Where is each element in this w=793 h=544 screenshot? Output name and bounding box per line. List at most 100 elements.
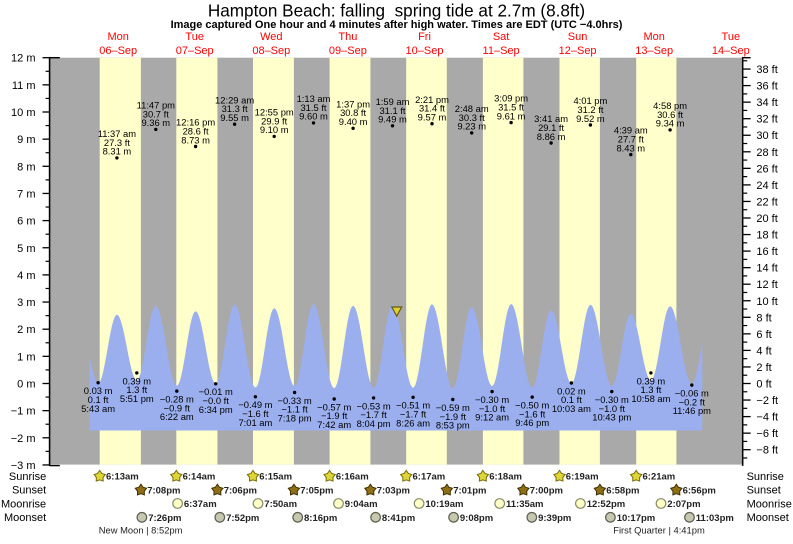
svg-text:30.8 ft: 30.8 ft — [340, 107, 366, 118]
svg-text:Mon: Mon — [107, 31, 128, 43]
svg-text:6:58pm: 6:58pm — [606, 485, 639, 496]
svg-text:7:50am: 7:50am — [264, 499, 297, 510]
svg-text:27.7 ft: 27.7 ft — [618, 134, 644, 145]
svg-text:−4 ft: −4 ft — [756, 412, 778, 424]
svg-text:8:41pm: 8:41pm — [382, 513, 415, 524]
svg-text:8.73 m: 8.73 m — [181, 134, 210, 145]
svg-text:9.55 m: 9.55 m — [220, 112, 249, 123]
svg-text:−0.49 m: −0.49 m — [238, 399, 272, 410]
svg-text:2:07pm: 2:07pm — [667, 499, 700, 510]
svg-text:30.3 ft: 30.3 ft — [459, 112, 485, 123]
svg-text:7:06pm: 7:06pm — [224, 485, 257, 496]
svg-text:30 ft: 30 ft — [756, 130, 777, 142]
svg-text:5:51 pm: 5:51 pm — [120, 393, 154, 404]
svg-text:32 ft: 32 ft — [756, 114, 777, 126]
svg-text:7:26pm: 7:26pm — [148, 513, 181, 524]
svg-text:Fri: Fri — [418, 31, 431, 43]
svg-text:10:17pm: 10:17pm — [617, 513, 656, 524]
svg-text:7:01pm: 7:01pm — [453, 485, 486, 496]
svg-text:29.1 ft: 29.1 ft — [538, 122, 564, 133]
svg-text:4:01 pm: 4:01 pm — [573, 95, 607, 106]
svg-text:11:47 pm: 11:47 pm — [137, 100, 176, 111]
svg-text:−0.50 m: −0.50 m — [515, 400, 549, 411]
svg-text:7:08pm: 7:08pm — [147, 485, 180, 496]
svg-text:Moonrise: Moonrise — [1, 498, 46, 510]
svg-text:3 m: 3 m — [17, 297, 35, 309]
svg-text:07–Sep: 07–Sep — [176, 45, 214, 57]
svg-text:12:52pm: 12:52pm — [587, 499, 626, 510]
svg-text:2 ft: 2 ft — [756, 362, 771, 374]
svg-text:8.43 m: 8.43 m — [616, 142, 645, 153]
svg-text:20 ft: 20 ft — [756, 213, 777, 225]
svg-text:Sunset: Sunset — [747, 485, 781, 497]
svg-text:Moonset: Moonset — [747, 512, 789, 524]
svg-text:22 ft: 22 ft — [756, 196, 777, 208]
svg-text:6 m: 6 m — [17, 216, 35, 228]
svg-text:8.31 m: 8.31 m — [103, 146, 132, 157]
svg-text:7 m: 7 m — [17, 189, 35, 201]
svg-text:−1 m: −1 m — [11, 406, 36, 418]
svg-text:6:17am: 6:17am — [413, 472, 446, 483]
svg-text:18 ft: 18 ft — [756, 230, 777, 242]
svg-text:1.3 ft: 1.3 ft — [640, 384, 661, 395]
svg-text:12:55 pm: 12:55 pm — [255, 107, 294, 118]
svg-text:4:58 pm: 4:58 pm — [653, 100, 687, 111]
svg-text:1:59 am: 1:59 am — [376, 96, 410, 107]
svg-text:0.02 m: 0.02 m — [557, 385, 586, 396]
svg-text:8:04 pm: 8:04 pm — [357, 418, 391, 429]
svg-text:−1.1 ft: −1.1 ft — [281, 404, 308, 415]
svg-text:27.3 ft: 27.3 ft — [104, 137, 130, 148]
svg-text:−0.9 ft: −0.9 ft — [164, 402, 191, 413]
svg-text:−1.6 ft: −1.6 ft — [519, 408, 546, 419]
svg-text:−3 m: −3 m — [11, 460, 36, 472]
svg-text:10:03 am: 10:03 am — [552, 403, 591, 414]
svg-text:10–Sep: 10–Sep — [406, 45, 444, 57]
svg-text:08–Sep: 08–Sep — [252, 45, 290, 57]
svg-text:New Moon | 8:52pm: New Moon | 8:52pm — [99, 525, 183, 536]
svg-text:10:58 am: 10:58 am — [631, 393, 670, 404]
svg-text:6:19am: 6:19am — [566, 472, 599, 483]
svg-text:7:52pm: 7:52pm — [226, 513, 259, 524]
svg-text:−2 ft: −2 ft — [756, 395, 778, 407]
svg-text:8 ft: 8 ft — [756, 312, 771, 324]
svg-text:Hampton Beach: falling spring: Hampton Beach: falling spring tide at 2.… — [208, 1, 585, 21]
svg-text:6:22 am: 6:22 am — [160, 411, 194, 422]
svg-text:1.3 ft: 1.3 ft — [126, 384, 147, 395]
svg-text:24 ft: 24 ft — [756, 180, 777, 192]
svg-text:34 ft: 34 ft — [756, 97, 777, 109]
svg-text:−1.9 ft: −1.9 ft — [440, 411, 467, 422]
svg-text:26 ft: 26 ft — [756, 163, 777, 175]
svg-text:11:46 pm: 11:46 pm — [673, 405, 712, 416]
svg-text:−0.33 m: −0.33 m — [278, 395, 312, 406]
svg-text:12:29 am: 12:29 am — [215, 94, 254, 105]
svg-text:16 ft: 16 ft — [756, 246, 777, 258]
svg-text:10:43 pm: 10:43 pm — [592, 412, 631, 423]
svg-text:0.1 ft: 0.1 ft — [88, 394, 109, 405]
svg-text:10 m: 10 m — [11, 107, 35, 119]
svg-text:5:43 am: 5:43 am — [81, 403, 115, 414]
svg-text:−1.9 ft: −1.9 ft — [321, 410, 348, 421]
svg-text:9.61 m: 9.61 m — [497, 110, 526, 121]
svg-text:7:03pm: 7:03pm — [377, 485, 410, 496]
svg-text:9.60 m: 9.60 m — [299, 111, 328, 122]
svg-text:−0.57 m: −0.57 m — [317, 401, 351, 412]
svg-text:28 ft: 28 ft — [756, 147, 777, 159]
svg-text:4:39 am: 4:39 am — [614, 125, 648, 136]
svg-text:10 ft: 10 ft — [756, 296, 777, 308]
svg-text:2:48 am: 2:48 am — [455, 103, 489, 114]
svg-text:Sat: Sat — [493, 31, 510, 43]
svg-text:7:42 am: 7:42 am — [317, 419, 351, 430]
svg-text:−0.53 m: −0.53 m — [357, 400, 391, 411]
svg-text:7:18 pm: 7:18 pm — [278, 413, 312, 424]
svg-text:12:16 pm: 12:16 pm — [176, 117, 215, 128]
svg-text:9.49 m: 9.49 m — [378, 114, 407, 125]
svg-text:12–Sep: 12–Sep — [559, 45, 597, 57]
svg-text:−8 ft: −8 ft — [756, 445, 778, 457]
svg-text:29.9 ft: 29.9 ft — [261, 115, 287, 126]
svg-text:Thu: Thu — [338, 31, 357, 43]
svg-text:1 m: 1 m — [17, 351, 35, 363]
svg-text:11–Sep: 11–Sep — [483, 45, 520, 57]
svg-text:10:19am: 10:19am — [425, 499, 463, 510]
svg-text:11:35am: 11:35am — [506, 499, 544, 510]
svg-text:12 m: 12 m — [11, 53, 35, 65]
